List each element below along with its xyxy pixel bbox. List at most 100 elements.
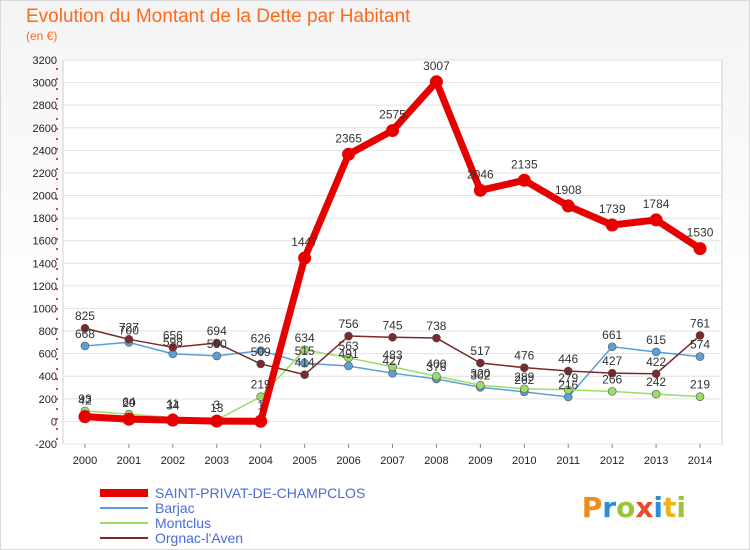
plot-area	[62, 59, 723, 445]
data-point	[124, 335, 134, 344]
axis-marker-dot	[56, 368, 58, 370]
data-point	[168, 343, 178, 352]
axis-marker-dot	[56, 278, 58, 280]
data-label: 738	[426, 319, 446, 333]
x-tick-label: 2013	[644, 455, 668, 467]
y-tick-label: 2400	[33, 145, 57, 157]
data-label: 668	[75, 327, 95, 341]
y-tick-label: 2600	[33, 123, 57, 135]
data-point	[344, 361, 353, 371]
data-point	[122, 412, 136, 426]
y-tick-label: 0	[51, 416, 57, 428]
data-point	[388, 332, 397, 342]
data-point	[563, 392, 573, 402]
data-point	[78, 410, 92, 424]
data-point	[695, 392, 705, 401]
data-label: 661	[602, 328, 622, 342]
axis-marker-dot	[56, 198, 58, 200]
data-label: 509	[251, 345, 271, 359]
data-label: 2046	[467, 167, 494, 181]
data-label: 727	[119, 320, 139, 334]
axis-marker-dot	[56, 128, 58, 130]
axis-marker-dot	[56, 338, 58, 340]
y-tick-label: 400	[39, 371, 57, 383]
data-label: 446	[558, 352, 578, 366]
axis-marker-dot	[56, 288, 58, 290]
data-point	[344, 331, 353, 341]
data-point	[80, 323, 90, 333]
data-label: 1447	[291, 235, 318, 249]
data-label: 761	[690, 316, 710, 330]
data-label: 1	[257, 398, 264, 412]
data-point	[519, 384, 529, 394]
data-point	[254, 414, 268, 428]
chart-subtitle: (en €)	[26, 29, 57, 43]
data-point	[256, 346, 266, 356]
data-point	[651, 347, 661, 357]
data-label: 289	[514, 370, 534, 384]
axis-marker-dot	[56, 378, 58, 380]
data-label: 1784	[643, 197, 670, 211]
data-label: 515	[295, 344, 315, 358]
axis-marker-dot	[56, 188, 58, 190]
axis-marker-dot	[56, 438, 58, 440]
data-label: 745	[382, 318, 402, 332]
logo-letter: P	[582, 491, 603, 524]
axis-marker-dot	[56, 218, 58, 220]
data-point	[476, 380, 485, 390]
data-point	[473, 183, 487, 197]
logo-letter: r	[602, 491, 616, 524]
data-point	[80, 341, 90, 351]
axis-marker-dot	[56, 418, 58, 420]
data-point	[651, 389, 661, 399]
x-tick-label: 2012	[600, 455, 624, 467]
axis-marker-dot	[56, 398, 58, 400]
axis-marker-dot	[56, 268, 58, 270]
chart-title: Evolution du Montant de la Dette par Hab…	[26, 6, 411, 27]
legend-label: Barjac	[155, 500, 195, 516]
y-tick-label: 1200	[33, 281, 57, 293]
legend-label: SAINT-PRIVAT-DE-CHAMPCLOS	[155, 485, 365, 501]
data-point	[300, 345, 309, 355]
data-label: 20	[122, 396, 136, 410]
data-point	[166, 413, 180, 427]
logo-letter: i	[676, 491, 686, 524]
axis-marker-dot	[56, 158, 58, 160]
axis-marker-dot	[56, 138, 58, 140]
data-label: 700	[119, 323, 139, 337]
x-tick-label: 2007	[380, 455, 404, 467]
y-tick-label: 1600	[33, 236, 57, 248]
data-label: 414	[295, 356, 315, 370]
y-tick-label: 1000	[33, 303, 57, 315]
data-point	[607, 387, 617, 396]
data-point	[605, 218, 619, 232]
data-label: 656	[163, 328, 183, 342]
data-point	[649, 213, 663, 227]
data-point	[210, 414, 224, 428]
data-label: 563	[339, 339, 359, 353]
x-axis: 2000 2001 2002 2003 2004 2005 2006 2007 2008 2009…	[73, 444, 712, 467]
y-tick-label: 600	[39, 349, 57, 361]
x-tick-label: 2008	[424, 455, 448, 467]
data-label: 3007	[423, 59, 450, 73]
data-label: 3	[213, 398, 220, 412]
y-tick-label: 1400	[33, 258, 57, 270]
axis-marker-dot	[56, 208, 58, 210]
data-label: 756	[339, 317, 359, 331]
x-tick-label: 2004	[248, 455, 272, 467]
data-point	[429, 75, 443, 89]
axis-marker-dot	[56, 248, 58, 250]
axis-marker-dot	[56, 68, 58, 70]
data-labels: 42 20 11 3 1 1447 2365 2575 3007 2046 2135 1908 1739…	[75, 59, 714, 415]
axis-marker-dot	[56, 308, 58, 310]
data-point	[561, 199, 575, 213]
data-label: 219	[251, 378, 271, 392]
x-tick-label: 2001	[117, 455, 141, 467]
y-tick-label: 2800	[33, 100, 57, 112]
axis-marker-dot	[56, 328, 58, 330]
proxiti-logo: Proxiti	[582, 491, 686, 524]
data-point	[432, 371, 441, 381]
data-point	[298, 251, 312, 265]
data-label: 491	[339, 347, 359, 361]
data-point	[256, 359, 266, 369]
